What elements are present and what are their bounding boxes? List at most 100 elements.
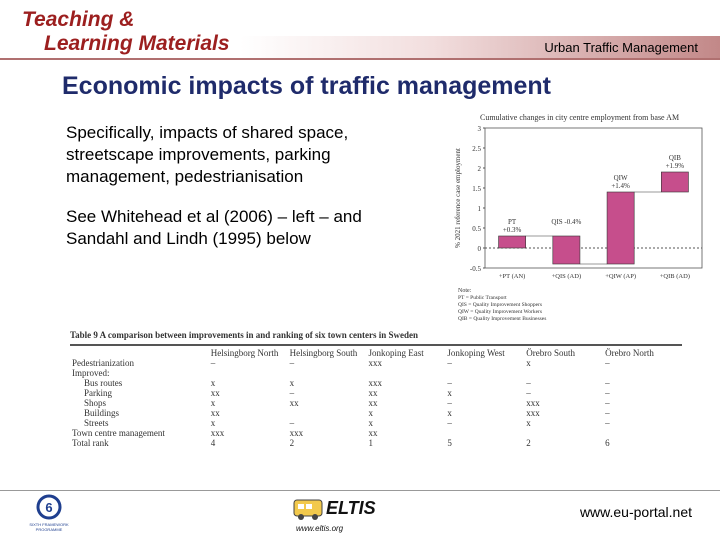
- data-label: QIW: [614, 174, 628, 182]
- data-label: +1.9%: [666, 162, 685, 170]
- svg-text:6: 6: [45, 500, 52, 515]
- header-divider: [0, 58, 720, 60]
- table-cell: 2: [289, 438, 295, 448]
- data-label: +1.4%: [611, 182, 630, 190]
- chart-title: Cumulative changes in city centre employ…: [480, 113, 679, 122]
- table-cell: –: [447, 398, 452, 408]
- paragraph-2: See Whitehead et al (2006) – left – and …: [66, 207, 362, 248]
- table-column-header: Örebro South: [526, 348, 576, 358]
- topic-label: Urban Traffic Management: [544, 40, 698, 55]
- table-column-header: Helsingborg North: [210, 348, 279, 358]
- x-tick-label: +QIS (AD): [552, 273, 581, 280]
- table-cell: x: [447, 388, 452, 398]
- comparison-table-figure: Table 9 A comparison between improvement…: [70, 330, 682, 488]
- eu-caption: SIXTH FRAMEWORK PROGRAMME: [29, 522, 69, 532]
- table-header-row: Helsingborg North Helsingborg South Jonkop…: [70, 348, 682, 358]
- table-cell: –: [605, 418, 610, 428]
- table-cell: x: [210, 398, 216, 408]
- table-cell: [367, 368, 446, 378]
- y-tick-label: -0.5: [470, 265, 482, 273]
- data-label: PT: [508, 218, 517, 226]
- table-row: Pedestrianization – – xxx – x –: [70, 358, 682, 368]
- table-cell: 1: [368, 438, 374, 448]
- table-cell: [209, 368, 288, 378]
- slide-title: Economic impacts of traffic management: [62, 72, 552, 100]
- table-cell: Bus routes: [84, 378, 123, 388]
- table-cell: [288, 408, 367, 418]
- table-cell: 6: [605, 438, 610, 448]
- table-cell: –: [447, 358, 452, 368]
- table-cell: 5: [447, 438, 452, 448]
- table-column-header: Helsingborg South: [289, 348, 358, 358]
- table-cell: Streets: [84, 418, 109, 428]
- x-tick-label: +PT (AN): [499, 273, 525, 280]
- chart-bar: [606, 191, 635, 265]
- footer-divider: [0, 490, 720, 491]
- table-cell: x: [210, 418, 216, 428]
- table-cell: x: [447, 408, 452, 418]
- header-gradient: [240, 36, 720, 60]
- eltis-logo[interactable]: ELTIS www.eltis.org: [292, 494, 382, 534]
- table-cell: –: [605, 358, 610, 368]
- y-tick-label: 1.5: [472, 185, 481, 193]
- table-cell: Parking: [84, 388, 112, 398]
- chart-bar: [661, 171, 689, 193]
- y-tick-label: 0: [478, 245, 482, 253]
- y-tick-label: 2.5: [472, 145, 481, 153]
- eltis-label: ELTIS: [326, 498, 376, 518]
- x-tick-label: +QIB (AD): [660, 273, 690, 280]
- table-cell: x: [289, 378, 295, 388]
- table-column-header: Örebro North: [605, 348, 654, 358]
- table-cell: x: [368, 418, 374, 428]
- table-cell: [524, 368, 603, 378]
- table-cell: [603, 368, 682, 378]
- y-tick-label: 3: [478, 125, 482, 133]
- table-cell: Buildings: [84, 408, 120, 418]
- eltis-bus-icon: [293, 499, 323, 520]
- table-cell: –: [447, 378, 452, 388]
- employment-chart: Cumulative changes in city centre employ…: [450, 108, 712, 330]
- table-row: Streets x – x – x –: [70, 418, 682, 428]
- chart-bar: [498, 235, 526, 249]
- table-caption: Table 9 A comparison between improvement…: [70, 330, 419, 340]
- note-line: PT = Public Transport: [458, 295, 507, 301]
- table-cell: [445, 428, 524, 438]
- table-cell: –: [605, 388, 610, 398]
- table-cell: xxx: [289, 428, 304, 438]
- table-cell: Town centre management: [72, 428, 165, 438]
- table-cell: –: [526, 378, 531, 388]
- table-cell: [524, 428, 603, 438]
- table-row: Town centre management xxx xxx xx: [70, 428, 682, 438]
- table-cell: x: [526, 358, 531, 368]
- table-cell: x: [210, 378, 216, 388]
- y-tick-label: 1: [478, 205, 482, 213]
- table-cell: –: [605, 398, 610, 408]
- table-cell: xx: [368, 428, 378, 438]
- data-label: QIS -0.4%: [551, 218, 581, 226]
- note-line: QIW = Quality Improvement Workers: [458, 309, 542, 315]
- table-column-header: Jonkoping East: [368, 348, 424, 358]
- table-cell: Improved:: [72, 368, 110, 378]
- table-cell: –: [289, 418, 295, 428]
- x-tick-label: +QIW (AP): [605, 273, 636, 280]
- table-cell: –: [447, 418, 452, 428]
- table-cell: xxx: [526, 408, 540, 418]
- eu-portal-link[interactable]: www.eu-portal.net: [579, 504, 692, 520]
- table-cell: Total rank: [72, 438, 109, 448]
- table-cell: 2: [526, 438, 531, 448]
- y-tick-label: 2: [478, 165, 482, 173]
- paragraph-1: Specifically, impacts of shared space, s…: [66, 123, 349, 186]
- teaching-materials-logo: Teaching & Learning Materials: [22, 8, 230, 56]
- table-row: Bus routes x x xxx – – –: [70, 378, 682, 388]
- comparison-table: Helsingborg North Helsingborg South Jonkop…: [70, 348, 682, 448]
- note-line: QIB = Quality Improvement Businesses: [458, 316, 546, 322]
- table-cell: xx: [289, 398, 299, 408]
- table-cell: –: [526, 388, 531, 398]
- table-row: Improved:: [70, 368, 682, 378]
- table-cell: xx: [210, 408, 220, 418]
- chart-svg: Cumulative changes in city centre employ…: [454, 113, 703, 322]
- table-cell: [603, 428, 682, 438]
- table-cell: –: [605, 378, 610, 388]
- note-title: Note:: [458, 288, 472, 294]
- table-row: Total rank 4 2 1 5 2 6: [70, 438, 682, 448]
